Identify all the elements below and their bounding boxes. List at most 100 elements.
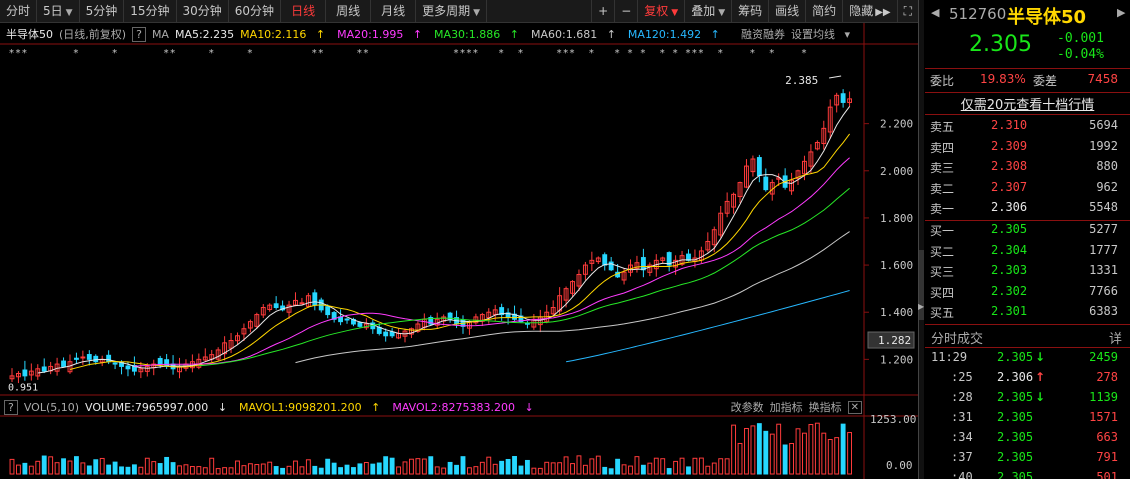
help-icon[interactable]: ? [132,26,146,42]
quote-panel: ◀ 512760 半导体50 ▶ 2.305 -0.001 -0.04% 委比 … [925,0,1130,479]
ask-volume: 962 [1096,179,1118,194]
trade-volume: 791 [1096,450,1118,464]
tab-30min[interactable]: 30分钟 [177,0,229,23]
tab-monthly[interactable]: 月线 [371,0,417,23]
promo-link[interactable]: 仅需20元查看十档行情 [960,98,1095,113]
candle-body [550,307,556,315]
volume-bar [782,444,788,475]
candle-body [666,252,672,266]
trade-volume: 1139 [1089,390,1118,404]
tab-5day[interactable]: 5日 ▼ [37,0,80,23]
splitter-handle[interactable] [919,250,924,320]
help-icon[interactable]: ? [4,399,18,415]
ask-price: 2.307 [991,179,1028,194]
weibi-row: 委比 19.83% 委差 7458 [925,72,1130,92]
divider [925,220,1130,221]
bid-row[interactable]: 买四 2.302 7766 [925,284,1130,304]
panel-splitter[interactable]: ▶ [918,0,924,479]
bid-row[interactable]: 买五 2.301 6383 [925,304,1130,324]
tab-5day-label: 5日 [43,3,63,18]
draw-button[interactable]: 画线 [769,0,807,23]
chips-button[interactable]: 筹码 [732,0,770,23]
bid-row[interactable]: 买二 2.304 1777 [925,243,1130,263]
prev-stock-icon[interactable]: ◀ [931,6,940,19]
volume-bar [589,458,595,475]
zoom-out-button[interactable]: − [615,0,639,23]
candle-body [827,106,833,133]
volume-bar [235,460,240,475]
candle-body [273,303,279,308]
volume-bar [331,462,337,475]
trade-time: :25 [951,370,973,384]
next-stock-icon[interactable]: ▶ [1117,6,1126,19]
overlay-button[interactable]: 叠加 ▼ [685,0,733,23]
tab-more-periods[interactable]: 更多周期 ▼ [416,0,488,23]
volume-bar [247,463,253,475]
bid-row[interactable]: 买一 2.305 5277 [925,222,1130,242]
candle-body [744,165,749,188]
ask-row[interactable]: 卖三 2.308 880 [925,159,1130,179]
add-indicator-button[interactable]: 加指标 [769,401,803,414]
volume-bar [241,465,247,475]
close-icon[interactable]: ✕ [847,400,862,414]
price-tick-label: 1.400 [880,306,913,319]
change-params-button[interactable]: 改参数 [730,401,764,414]
volume-bar [512,456,517,475]
simple-button[interactable]: 简约 [806,0,844,23]
event-marker-icon: * [460,48,465,59]
tab-weekly[interactable]: 周线 [326,0,372,23]
volume-bar [666,468,672,475]
ask-row[interactable]: 卖一 2.306 5548 [925,200,1130,220]
trades-detail-button[interactable]: 详 [1108,332,1122,347]
mavol2-text: MAVOL2:8275383.200 [392,400,515,414]
event-marker-icon: * [640,48,645,59]
zoom-in-button[interactable]: + [591,0,616,23]
event-marker-icon: * [466,48,471,59]
volume-bar [531,467,537,475]
ma-settings-button[interactable]: 设置均线 ▾ [791,26,856,42]
volume-bar [183,464,189,475]
tab-60min[interactable]: 60分钟 [229,0,282,23]
tab-daily[interactable]: 日线 [281,0,327,23]
candle-body [267,304,273,311]
fullscreen-icon[interactable]: ⛶ [903,3,912,18]
bid-price: 2.304 [991,242,1028,257]
event-marker-icon: * [692,48,697,59]
switch-indicator-button[interactable]: 换指标 [808,401,842,414]
vol-tick-label: 1253.00 [870,413,916,426]
candle-body [705,241,711,251]
volume-bar [467,467,472,475]
collapse-icon[interactable]: ▶ [918,302,925,311]
candle-body [808,151,814,167]
volume-bar [357,463,363,475]
trade-time: :37 [951,450,973,464]
candle-body [254,314,260,327]
candle-body [595,257,601,263]
quote-header: ◀ 512760 半导体50 ▶ [925,0,1130,30]
kline-chart[interactable]: 2.200 2.000 1.800 1.600 1.400 1.200 1.282 2.385… [0,0,920,479]
candle-body [640,257,646,271]
volume-bar [164,456,170,475]
ask-row[interactable]: 卖四 2.309 1992 [925,139,1130,159]
adjust-button[interactable]: 复权 ▼ [638,0,686,23]
trade-time: :28 [951,390,973,404]
ma-label: MA [151,27,169,41]
margin-trading-button[interactable]: 融资融券 [740,28,785,41]
candle-body [235,335,240,342]
candle-body [563,288,569,301]
mavol1-text: MAVOL1:9098201.200 [239,400,362,414]
tab-5min[interactable]: 5分钟 [80,0,125,23]
ask-row[interactable]: 卖五 2.310 5694 [925,118,1130,138]
candle-body [247,321,253,329]
tab-fenshi[interactable]: 分时 [0,0,38,23]
volume-bar [724,458,730,475]
hide-button[interactable]: 隐藏 ▶▶ [843,0,898,23]
volume-bar [492,463,498,475]
volume-bar [570,463,575,475]
volume-bar [273,466,279,475]
tab-15min[interactable]: 15分钟 [124,0,177,23]
bid-row[interactable]: 买三 2.303 1331 [925,263,1130,283]
ask-row[interactable]: 卖二 2.307 962 [925,180,1130,200]
volume-bar [705,465,711,475]
event-marker-icon: * [685,48,690,59]
